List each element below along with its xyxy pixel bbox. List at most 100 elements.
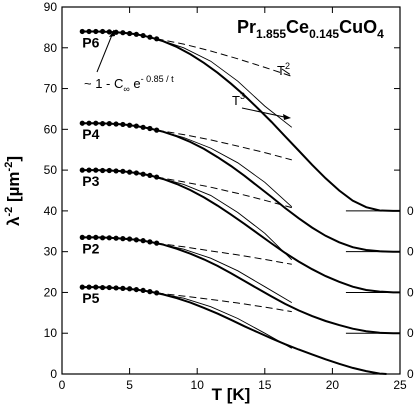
data-point-p2 (133, 237, 139, 243)
data-point-p6 (154, 36, 160, 42)
fit-annotation: ~ 1 - C∞ e- 0.85 / t (84, 74, 174, 94)
t3-annotation-base: T (232, 93, 240, 108)
data-point-p2 (147, 239, 153, 245)
data-point-p3 (127, 169, 133, 175)
t2-fit-line-p6 (156, 38, 292, 77)
axis-ticks: 0 5 10 15 20 25 0 10 20 30 40 50 60 70 80 90 (44, 0, 407, 392)
data-point-p5 (86, 284, 92, 290)
t3-annotation-arrowhead (283, 114, 291, 120)
t2-annotation-leader (281, 68, 291, 75)
y-tick-label: 60 (44, 122, 58, 136)
data-point-p3 (113, 168, 119, 174)
title-o-sub: 4 (377, 27, 384, 41)
y-tick-label: 20 (44, 285, 58, 299)
series-label-p3: P3 (82, 173, 99, 189)
data-point-p5 (120, 285, 126, 291)
fit-annotation-arrow (96, 29, 115, 73)
data-point-p2 (140, 238, 146, 244)
x-tick-label: 5 (126, 378, 133, 392)
x-tick-label: 10 (191, 378, 205, 392)
y-axis-title: λ-2 [µm-2] (3, 156, 23, 226)
y-tick-label: 70 (44, 82, 58, 96)
data-point-p4 (133, 123, 139, 129)
data-point-p4 (113, 121, 119, 127)
t3-annotation: T3 (232, 91, 245, 108)
data-point-p3 (147, 172, 153, 179)
data-point-p4 (106, 121, 112, 127)
series-label-p6: P6 (82, 34, 99, 50)
series-label-p5: P5 (82, 290, 99, 306)
offset-label-p5: 0 (407, 367, 414, 381)
data-point-p4 (99, 121, 106, 127)
y-tick-label: 0 (50, 367, 57, 381)
data-point-p3 (120, 168, 126, 174)
title-ce: Ce (286, 17, 309, 37)
data-point-p2 (154, 240, 160, 246)
data-point-p4 (120, 121, 126, 128)
data-point-p4 (86, 120, 92, 126)
data-point-p6 (93, 28, 99, 35)
data-point-p6 (99, 28, 106, 35)
data-point-p5 (133, 286, 139, 293)
data-point-p6 (140, 32, 146, 39)
t2-fit-line-p3 (156, 176, 292, 209)
data-point-p2 (79, 234, 85, 240)
data-point-p2 (106, 235, 112, 241)
data-point-p4 (79, 120, 85, 126)
y-tick-label: 30 (44, 245, 58, 259)
data-point-p3 (133, 170, 139, 176)
x-tick-label: 25 (393, 378, 407, 392)
series-label-p4: P4 (82, 126, 99, 142)
series-line-p5 (82, 286, 387, 375)
data-point-p6 (133, 31, 139, 37)
data-point-p2 (120, 236, 126, 242)
t2-annotation-base: T (277, 63, 285, 78)
fit-annotation-e: e (130, 76, 141, 91)
title-pr: Pr (237, 17, 256, 37)
data-point-p4 (140, 124, 146, 130)
data-point-p3 (154, 174, 160, 180)
data-point-p5 (113, 285, 119, 291)
x-tick-label: 0 (59, 378, 66, 392)
data-point-p6 (79, 28, 85, 35)
t3-fit-line-p6 (156, 38, 293, 128)
t2-annotation: T2 (277, 61, 290, 78)
t2-fit-line-p2 (156, 242, 292, 265)
t3-annotation-exp: 3 (240, 91, 245, 101)
t3-fit-line-p3 (156, 176, 293, 261)
data-point-p6 (113, 29, 119, 35)
data-point-p3 (79, 167, 85, 173)
t3-fit-line-p2 (156, 242, 293, 303)
data-point-p3 (86, 167, 92, 173)
plot-frame (61, 6, 401, 375)
data-point-p3 (99, 167, 106, 174)
y-tick-label: 90 (44, 0, 58, 14)
t2-annotation-exp: 2 (285, 61, 290, 71)
data-point-p6 (106, 29, 112, 35)
data-point-p4 (154, 127, 160, 133)
fit-annotation-main: ~ 1 - C (84, 76, 123, 91)
fit-annotation-arrowhead (109, 30, 115, 37)
y-axis-title-exp2: -2 (3, 162, 15, 172)
chart-title: Pr1.855Ce0.145CuO4 (237, 17, 384, 41)
series-line-p3 (82, 169, 400, 294)
y-axis-title-symbol: λ (4, 216, 23, 226)
data-point-p6 (86, 28, 92, 35)
data-point-p5 (106, 284, 112, 291)
offset-label-p6: 0 (407, 204, 414, 218)
chart-marks: 0 P6 0 P4 0 P3 0 P2 0 P5 (79, 28, 414, 381)
y-tick-label: 50 (44, 163, 58, 177)
x-tick-label: 20 (326, 378, 340, 392)
data-point-p5 (127, 286, 133, 292)
data-point-p5 (147, 289, 153, 295)
offset-label-p4: 0 (407, 245, 414, 259)
title-pr-sub: 1.855 (256, 27, 286, 41)
offset-label-p3: 0 (407, 285, 414, 299)
data-point-p4 (93, 120, 99, 126)
series-line-p6 (82, 30, 400, 212)
t3-fit-line-p5 (156, 292, 293, 349)
data-point-p3 (140, 171, 146, 177)
data-point-p6 (147, 34, 153, 40)
title-ce-sub: 0.145 (309, 27, 339, 41)
